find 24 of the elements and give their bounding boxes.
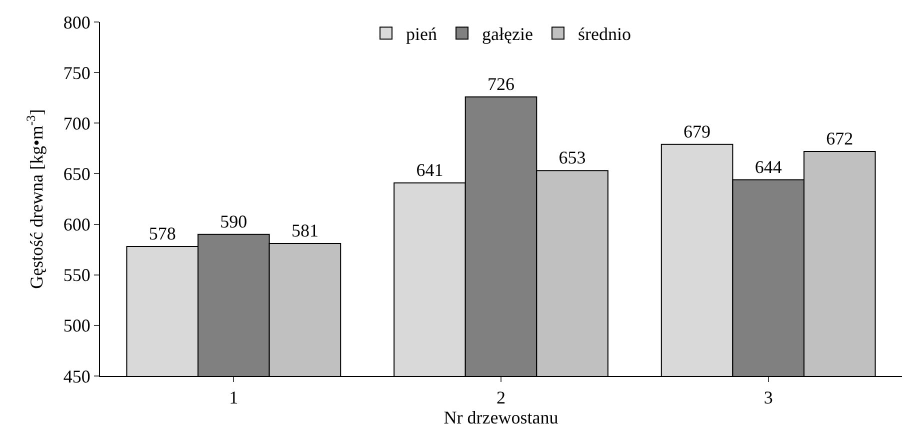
data-label: 653 xyxy=(558,148,586,168)
x-tick-label: 2 xyxy=(496,388,506,408)
y-tick-label: 600 xyxy=(63,214,90,235)
x-tick-label: 1 xyxy=(229,388,238,408)
y-tick-label: 450 xyxy=(63,366,90,386)
y-tick-label: 700 xyxy=(63,113,90,134)
y-tick-label: 800 xyxy=(63,12,90,32)
x-axis-title: Nr drzewostanu xyxy=(444,408,558,428)
data-label: 578 xyxy=(148,224,176,244)
y-tick-label: 750 xyxy=(63,62,90,83)
data-label: 581 xyxy=(291,220,318,240)
legend-label: pień xyxy=(406,24,437,44)
y-tick-label: 650 xyxy=(63,164,90,184)
x-tick-label: 3 xyxy=(764,388,773,408)
y-tick-label: 550 xyxy=(63,265,90,286)
legend-label: średnio xyxy=(578,24,631,44)
data-label: 590 xyxy=(220,211,248,232)
data-label: 644 xyxy=(754,156,782,177)
data-label: 679 xyxy=(684,121,711,142)
data-label: 672 xyxy=(826,128,854,148)
data-label: 641 xyxy=(416,160,444,180)
legend-label: gałęzie xyxy=(482,24,533,44)
data-label: 726 xyxy=(488,74,514,94)
y-tick-label: 500 xyxy=(63,316,90,336)
